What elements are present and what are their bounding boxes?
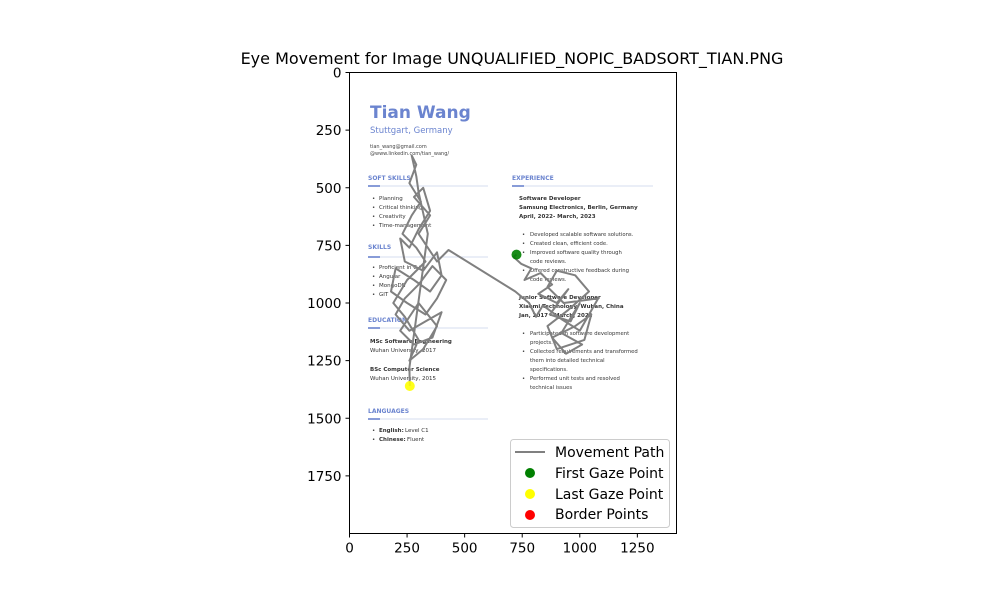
legend-movement-path: Movement Path xyxy=(555,445,664,461)
legend-box xyxy=(510,439,670,528)
y-tick-label: 1750 xyxy=(307,469,341,485)
x-axis: 0 250 500 750 1000 1250 xyxy=(345,533,655,557)
legend-last-gaze-swatch xyxy=(525,489,535,499)
job1-bullet: • xyxy=(522,241,525,247)
job2-bullets: • Participated in software development p… xyxy=(522,331,638,391)
language-level: Level C1 xyxy=(405,428,429,434)
job1-bullet-text: Offered constructive feedback during xyxy=(530,268,629,274)
y-tick-label: 1500 xyxy=(307,411,341,427)
job2-bullet-text: projects. xyxy=(530,340,553,346)
job1-bullet-text: Improved software quality through xyxy=(530,250,622,256)
x-tick-label: 1000 xyxy=(563,541,597,557)
job1-bullet-text: code reviews. xyxy=(530,259,567,265)
job2-bullet-text: Collected requirements and transformed xyxy=(530,349,638,355)
skill-bullet: • xyxy=(372,292,375,298)
y-tick-label: 1250 xyxy=(307,354,341,370)
legend: Movement Path First Gaze Point Last Gaze… xyxy=(510,439,670,528)
first-gaze-point xyxy=(511,249,522,260)
job1-bullet: • xyxy=(522,268,525,274)
soft-skill-item: Planning xyxy=(379,196,403,202)
y-tick-label: 500 xyxy=(316,181,342,197)
job1-bullet: • xyxy=(522,250,525,256)
legend-first-gaze: First Gaze Point xyxy=(555,466,664,482)
job2-bullet-text: specifications. xyxy=(530,367,568,373)
experience-heading: EXPERIENCE xyxy=(512,175,554,182)
x-tick-label: 0 xyxy=(345,541,354,557)
education-heading: EDUCATION xyxy=(368,317,407,324)
language-name: English: xyxy=(379,428,404,434)
language-name: Chinese: xyxy=(379,437,406,443)
skill-item: Angular xyxy=(379,274,401,280)
job2-bullet-text: Performed unit tests and resolved xyxy=(530,376,620,382)
education-degree-bsc: BSc Computer Science xyxy=(370,367,440,373)
languages-heading: LANGUAGES xyxy=(368,408,409,415)
resume-name: Tian Wang xyxy=(370,103,471,123)
language-bullet: • xyxy=(372,437,375,443)
resume-email: tian_wang@gmail.com xyxy=(370,144,427,150)
job1-dates: April, 2022- March, 2023 xyxy=(519,214,596,220)
chart-title: Eye Movement for Image UNQUALIFIED_NOPIC… xyxy=(241,49,784,69)
legend-border-points: Border Points xyxy=(555,507,648,523)
resume-linkedin: @www.linkedin.com/tian_wang/ xyxy=(370,151,449,157)
x-tick-label: 250 xyxy=(394,541,420,557)
last-gaze-point xyxy=(404,381,415,391)
skill-item: GIT xyxy=(379,292,389,298)
legend-border-points-swatch xyxy=(525,510,535,520)
soft-skill-item: Critical thinking xyxy=(379,205,422,211)
education-school-msc: Wuhan University, 2017 xyxy=(370,348,437,354)
soft-skill-bullet: • xyxy=(372,223,375,229)
skill-bullet: • xyxy=(372,274,375,280)
job2-bullet: • xyxy=(522,349,525,355)
skill-bullet: • xyxy=(372,265,375,271)
soft-skill-item: Time-management xyxy=(378,223,432,229)
y-tick-label: 0 xyxy=(333,66,342,82)
job1-bullet-text: Developed scalable software solutions. xyxy=(530,232,634,238)
job1-company: Samsung Electronics, Berlin, Germany xyxy=(519,205,638,211)
job2-bullet-text: Participated in software development xyxy=(530,331,629,337)
x-tick-label: 750 xyxy=(509,541,535,557)
job1-bullet-text: Created clean, efficient code. xyxy=(530,241,608,247)
skill-item: Proficient in C++ xyxy=(379,265,427,271)
x-tick-label: 1250 xyxy=(620,541,654,557)
job2-bullet-text: technical issues xyxy=(530,385,572,391)
soft-skill-bullet: • xyxy=(372,196,375,202)
gaze-data-layer xyxy=(390,154,600,391)
skill-bullet: • xyxy=(372,283,375,289)
education-school-bsc: Wuhan University, 2015 xyxy=(370,376,437,382)
language-level: Fluent xyxy=(407,437,425,443)
job2-bullet: • xyxy=(522,376,525,382)
y-tick-label: 750 xyxy=(316,238,342,254)
soft-skill-bullet: • xyxy=(372,214,375,220)
job1-bullet: • xyxy=(522,232,525,238)
languages-list: • English: Level C1 • Chinese: Fluent xyxy=(372,428,429,443)
skills-heading: SKILLS xyxy=(368,244,391,251)
soft-skills-heading: SOFT SKILLS xyxy=(368,175,411,182)
language-bullet: • xyxy=(372,428,375,434)
x-tick-label: 500 xyxy=(452,541,478,557)
soft-skill-item: Creativity xyxy=(379,214,406,220)
legend-last-gaze: Last Gaze Point xyxy=(555,487,664,503)
soft-skills-list: • Planning • Critical thinking • Creativ… xyxy=(372,196,432,229)
job2-bullet-text: them into detailed technical xyxy=(530,358,605,364)
resume-location: Stuttgart, Germany xyxy=(370,126,453,136)
y-axis: 0 250 500 750 1000 1250 1500 1750 xyxy=(307,66,350,485)
y-tick-label: 1000 xyxy=(307,296,341,312)
y-tick-label: 250 xyxy=(316,123,342,139)
legend-first-gaze-swatch xyxy=(525,468,535,478)
job1-title: Software Developer xyxy=(519,196,581,202)
soft-skill-bullet: • xyxy=(372,205,375,211)
movement-path-line xyxy=(390,154,600,387)
job2-bullet: • xyxy=(522,331,525,337)
